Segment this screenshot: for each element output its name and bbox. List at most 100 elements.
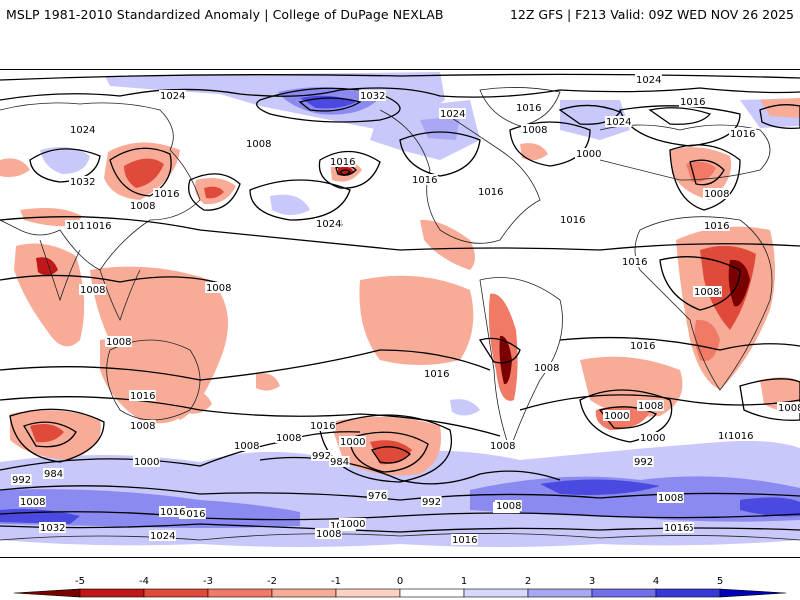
- colorbar-swatch: [79, 588, 145, 598]
- isobar-label: 1008: [534, 363, 559, 374]
- isobar-label-bg: [129, 390, 156, 401]
- isobar-label-bg: [79, 284, 106, 295]
- isobar-label: 1008: [638, 401, 663, 412]
- isobar-label-bg: [315, 218, 342, 229]
- isobar-line: [579, 389, 673, 443]
- isobar-label: 1016: [664, 523, 689, 534]
- south-pacific-red-core: [370, 440, 412, 465]
- isobar-label: 992: [312, 451, 331, 462]
- isobar-label-bg: [179, 508, 206, 519]
- india-red: [14, 243, 85, 347]
- isobar-label-bg: [495, 500, 522, 511]
- isobar-label: 1016: [478, 187, 503, 198]
- isobar-label-bg: [339, 518, 366, 529]
- isobar-label-bg: [85, 220, 112, 231]
- isobar-label-bg: [703, 220, 730, 231]
- isobar-label-bg: [311, 450, 332, 461]
- isobar-label-bg: [657, 492, 684, 503]
- colorbar-tick-label: -2: [267, 576, 277, 587]
- isobar-line: [558, 104, 622, 125]
- colorbar-swatch: [719, 588, 787, 598]
- isobar-label-bg: [621, 256, 648, 267]
- isobar-line: [478, 337, 521, 364]
- asia-red-1-core: [124, 158, 164, 188]
- colorbar-swatch: [271, 588, 337, 598]
- colorbar-tick-label: 5: [717, 576, 723, 587]
- north-atlantic-red: [520, 143, 548, 161]
- isobar-line: [669, 144, 741, 211]
- isobar-label-bg: [633, 456, 654, 467]
- isobar-line: [256, 87, 401, 123]
- isobar-label-bg: [149, 530, 176, 541]
- isobar-label: 1016: [560, 215, 585, 226]
- isobar-label: 1008: [246, 139, 271, 150]
- isobar-label-bg: [309, 420, 336, 431]
- isobar-label-bg: [153, 188, 180, 199]
- isobar-line: [109, 147, 172, 197]
- isobar-label-bg: [19, 496, 46, 507]
- isobar-line: [598, 406, 658, 429]
- coast-asia: [0, 102, 201, 271]
- isobar-line: [0, 511, 800, 521]
- isobar-label: 1000: [340, 437, 365, 448]
- colorbar-swatch: [399, 588, 465, 598]
- isobar-label: 1000: [604, 411, 629, 422]
- isobar-line: [0, 216, 800, 251]
- isobar-label-bg: [679, 96, 706, 107]
- isobar-label: 1008: [694, 287, 719, 298]
- isobar-label-bg: [159, 90, 186, 101]
- coast-greenland: [479, 87, 561, 127]
- colorbar-swatch: [527, 588, 593, 598]
- isobar-label: 1016: [704, 221, 729, 232]
- isobar-label-bg: [727, 430, 754, 441]
- europe-red: [760, 98, 800, 118]
- isobar-label-bg: [411, 174, 438, 185]
- map-title: MSLP 1981-2010 Standardized Anomaly | Co…: [6, 7, 444, 22]
- coast-europe: [599, 124, 771, 181]
- isobar-line: [659, 256, 741, 311]
- isobar-label-bg: [575, 148, 602, 159]
- isobar-label-bg: [43, 468, 64, 479]
- isobar-label-bg: [521, 124, 548, 135]
- southern-ocean-deep: [540, 479, 660, 495]
- colorbar-tick-label: 3: [589, 576, 595, 587]
- isobar-line: [0, 431, 361, 471]
- isobar-label-bg: [729, 128, 756, 139]
- isobar-label: 984: [330, 457, 349, 468]
- isobar-line: [648, 107, 712, 125]
- isobar-label: 1016: [66, 221, 91, 232]
- isobar-line: [29, 148, 101, 183]
- coast-indochina: [99, 269, 141, 322]
- isobar-label: 1000: [640, 433, 665, 444]
- isobar-label-bg: [635, 74, 662, 85]
- isobar-label: 1008: [20, 497, 45, 508]
- isobar-label: 1016: [630, 341, 655, 352]
- isobar-label-bg: [359, 90, 386, 101]
- isobar-label: 1024: [440, 109, 465, 120]
- isobar-label-bg: [329, 156, 356, 167]
- isobar-line: [519, 394, 800, 411]
- isobar-label-bg: [629, 340, 656, 351]
- isobar-label: 1016: [452, 535, 477, 546]
- colorbar-swatch: [655, 588, 721, 598]
- isobar-label: 1008: [704, 189, 729, 200]
- map-border-top: [0, 69, 800, 70]
- central-pacific-red: [359, 275, 474, 365]
- isobar-labels: 1024102410321024101610161024100810161024…: [11, 74, 800, 546]
- isobar-label-bg: [233, 440, 260, 451]
- isobar-label-bg: [423, 368, 450, 379]
- isobar-label: 1000: [134, 457, 159, 468]
- isobar-label-bg: [663, 522, 690, 533]
- isobar-label: 1000: [340, 519, 365, 530]
- isobar-label: 1008: [130, 421, 155, 432]
- isobar-label-bg: [129, 200, 156, 211]
- madagascar-red: [694, 319, 720, 362]
- africa-red-deep: [728, 259, 750, 307]
- isobar-label: 1008: [80, 285, 105, 296]
- isobar-label-bg: [515, 102, 542, 113]
- isobar-line: [249, 179, 351, 221]
- isobar-label: 1008: [658, 493, 683, 504]
- atlantic-blue: [450, 399, 480, 416]
- coast-antarctica: [0, 533, 800, 541]
- coast-africa: [634, 216, 773, 391]
